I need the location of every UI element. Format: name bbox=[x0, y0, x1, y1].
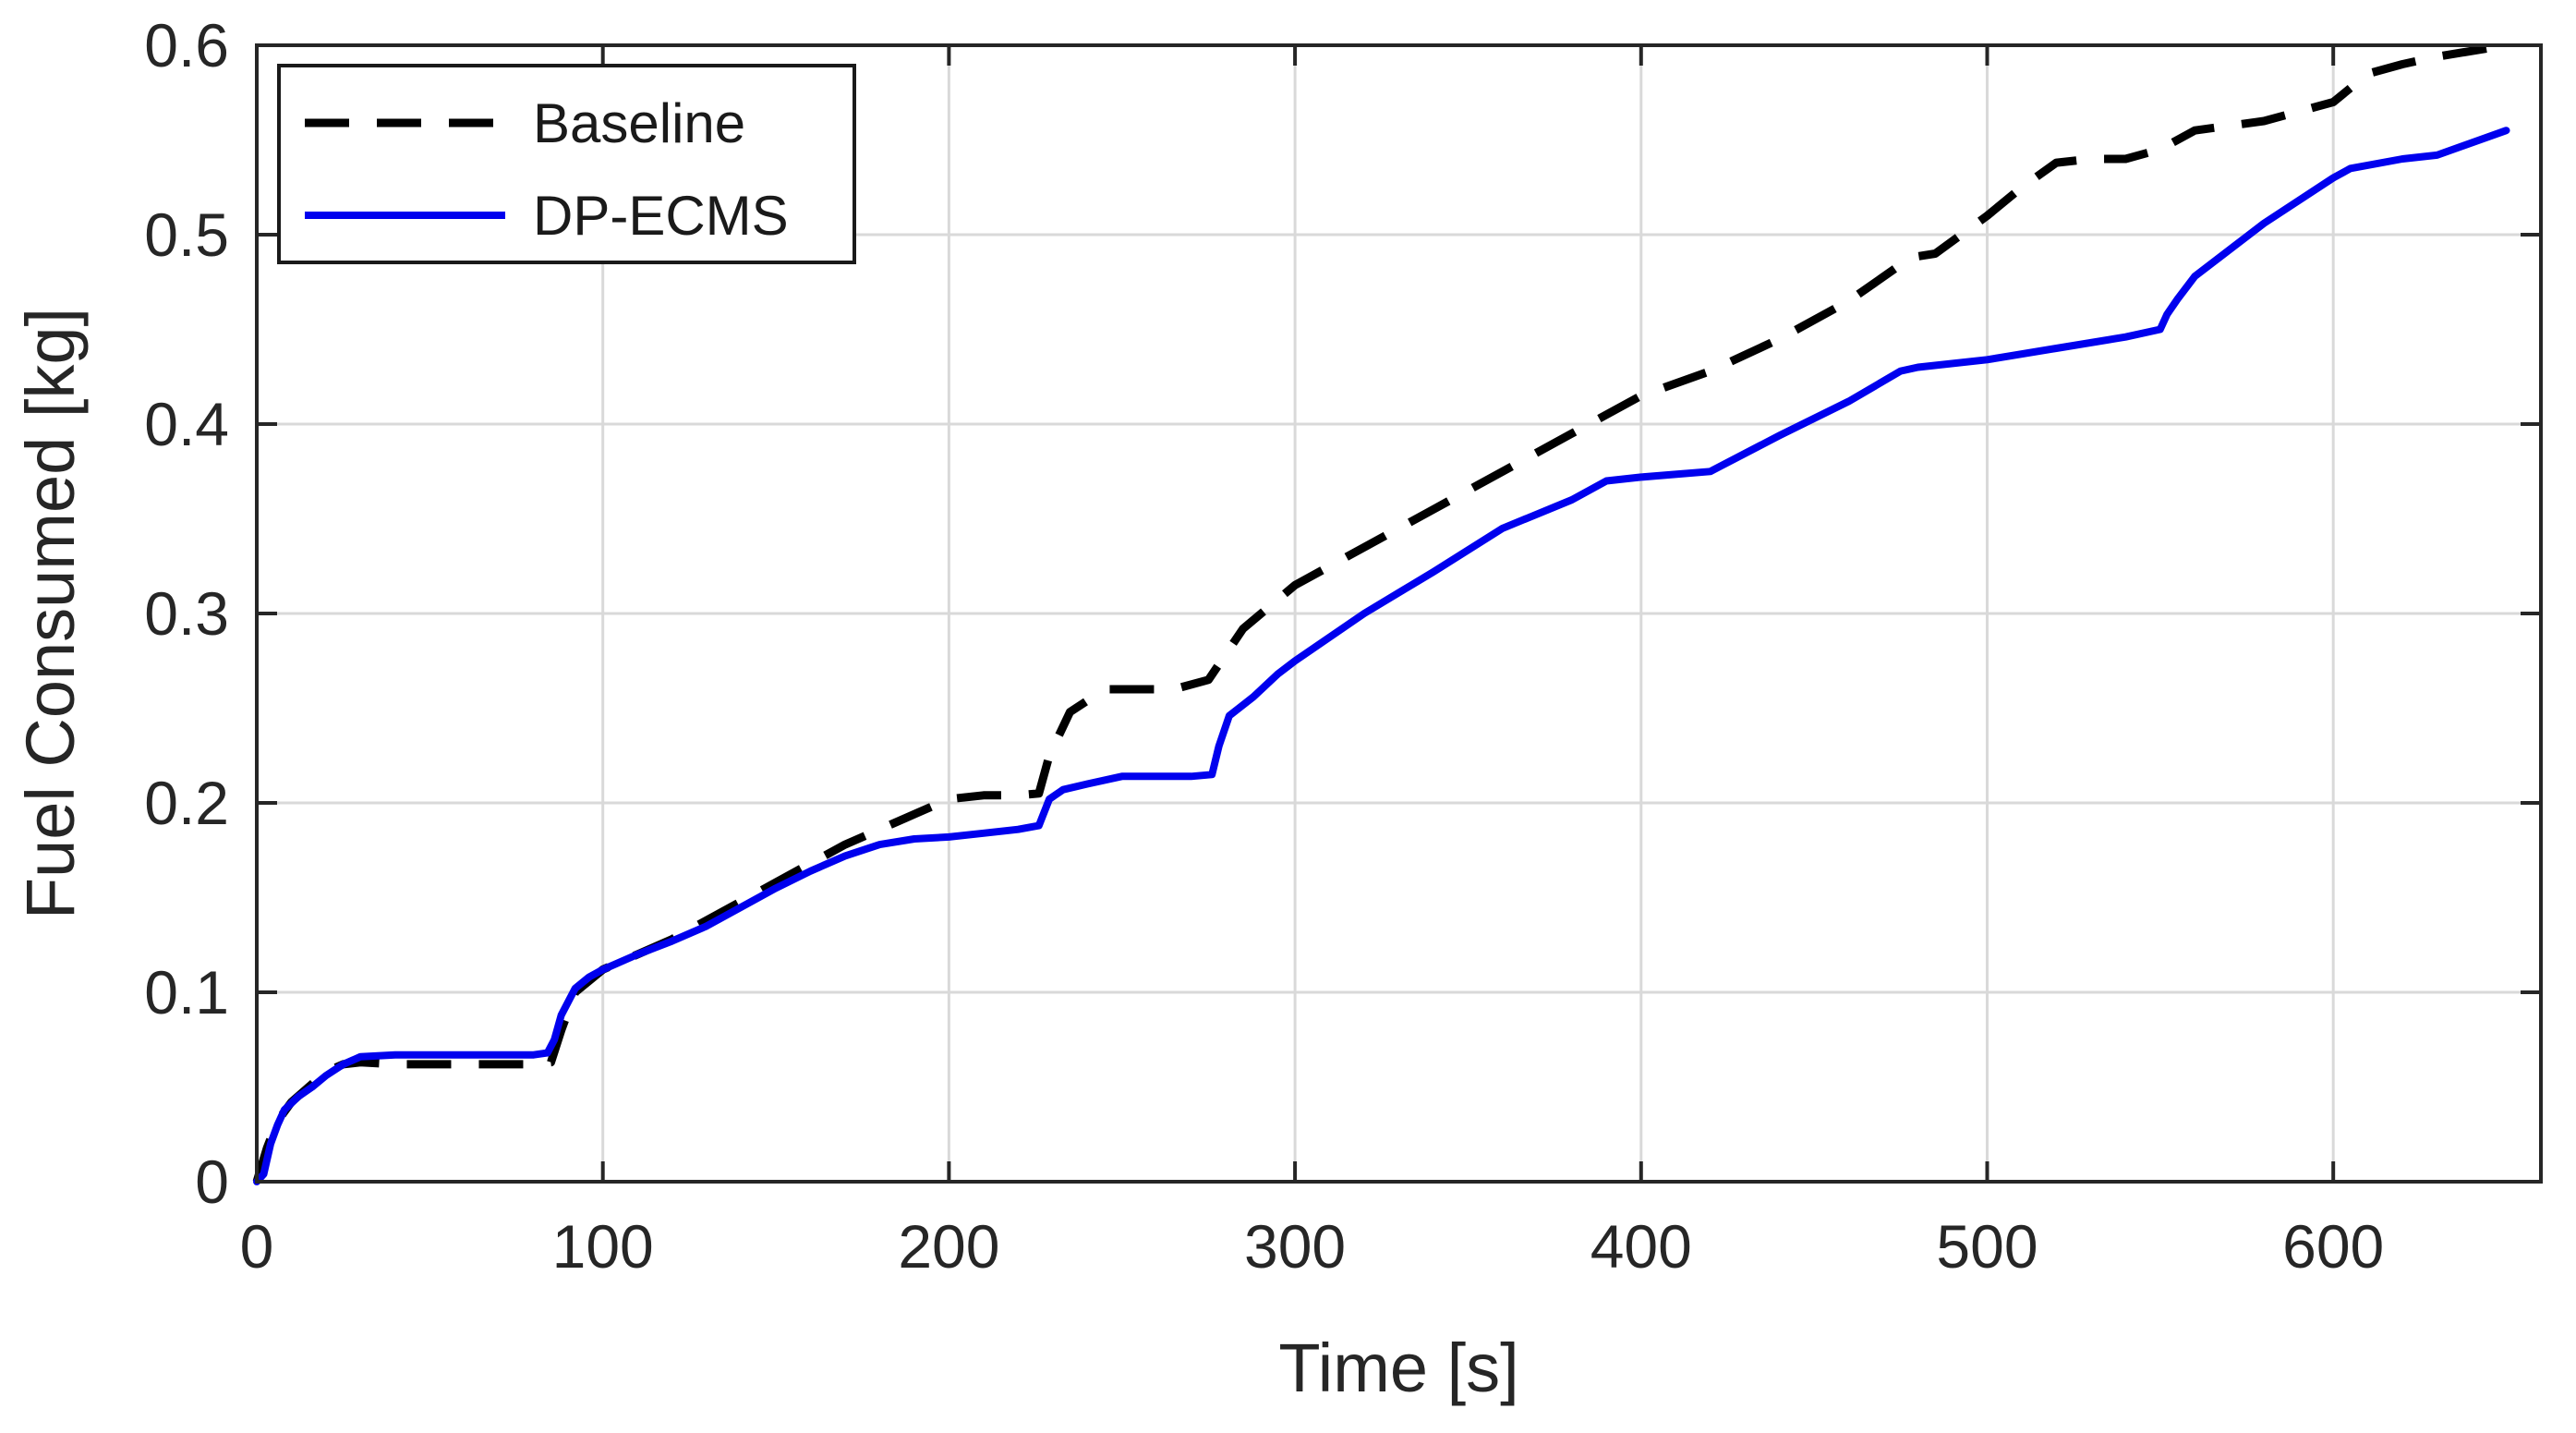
y-tick-label: 0 bbox=[195, 1148, 229, 1216]
x-tick-label: 500 bbox=[1936, 1212, 2038, 1281]
x-tick-label: 600 bbox=[2282, 1212, 2384, 1281]
x-tick-label: 300 bbox=[1244, 1212, 1346, 1281]
x-axis-title: Time [s] bbox=[1278, 1330, 1518, 1406]
legend-label-baseline: Baseline bbox=[533, 92, 745, 154]
tick-marks bbox=[255, 43, 2541, 1184]
legend-label-dp-ecms: DP-ECMS bbox=[533, 185, 789, 247]
legend: Baseline DP-ECMS bbox=[277, 64, 856, 264]
y-tick-label: 0.5 bbox=[144, 200, 229, 269]
y-tick-label: 0.1 bbox=[144, 958, 229, 1026]
tick-labels: 0 100 200 300 400 500 600 0 0.1 0.2 0.3 0.4 0.5 0.6 bbox=[144, 11, 2384, 1281]
x-tick-label: 400 bbox=[1590, 1212, 1692, 1281]
y-tick-label: 0.6 bbox=[144, 11, 229, 79]
series-line-dp-ecms bbox=[253, 127, 2510, 1185]
y-tick-label: 0.2 bbox=[144, 769, 229, 837]
x-tick-label: 0 bbox=[240, 1212, 274, 1281]
y-axis-title: Fuel Consumed [kg] bbox=[12, 308, 89, 919]
y-tick-label: 0.3 bbox=[144, 579, 229, 648]
series-group bbox=[252, 41, 2510, 1185]
x-tick-label: 200 bbox=[898, 1212, 999, 1281]
x-tick-label: 100 bbox=[552, 1212, 654, 1281]
y-tick-label: 0.4 bbox=[144, 390, 229, 458]
legend-box bbox=[277, 64, 856, 264]
series-line-baseline bbox=[252, 41, 2508, 1184]
